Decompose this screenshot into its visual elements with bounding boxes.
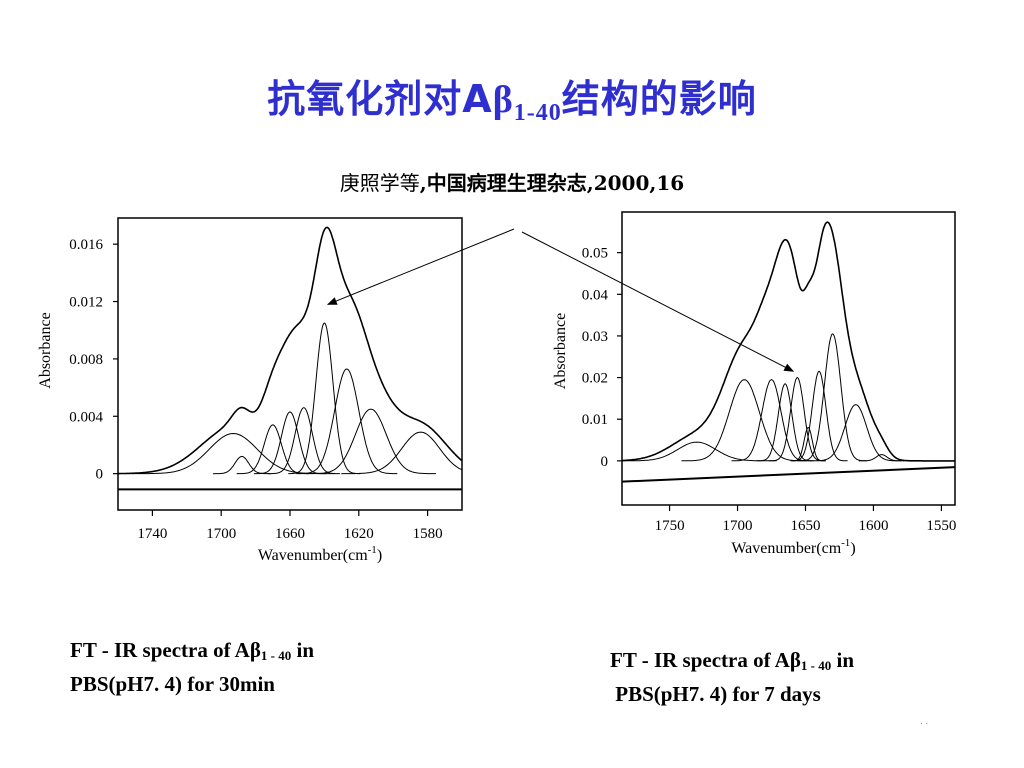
x-tick-label: 1600 — [858, 518, 888, 534]
caption-left-line2: PBS(pH7. 4) for 30min — [70, 672, 275, 696]
x-tick-label: 1580 — [413, 526, 443, 542]
annotation-arrow-1 — [326, 228, 515, 305]
slide-title: 抗氧化剂对Aβ1-40结构的影响 — [0, 68, 1024, 127]
citation: 庚照学等,中国病理生理杂志,2000,16 — [0, 167, 1024, 196]
caption-left: FT - IR spectra of Aβ1 - 40 in PBS(pH7. … — [70, 636, 314, 698]
x-tick-label: 1650 — [790, 518, 820, 534]
component-band-8 — [798, 333, 867, 462]
component-band-5 — [768, 377, 826, 462]
caption-right-beta: β — [789, 648, 801, 672]
y-tick-label: 0.05 — [582, 246, 608, 262]
title-suffix: 结构的影响 — [561, 77, 757, 121]
chart-2: 1750 1700 1650 1600 1550 0 0.01 0.02 0.03 0.04 0.0… — [521, 211, 956, 557]
title-beta: β — [492, 79, 514, 121]
component-band-6 — [791, 426, 826, 462]
y-tick-label: 0.04 — [582, 287, 609, 303]
caption-left-text-a: FT - IR spectra of A — [70, 638, 250, 662]
caption-left-beta: β — [249, 638, 261, 662]
chart-1: 1740 1700 1660 1620 1580 0 0.004 0.008 0.012 0.01… — [37, 217, 515, 564]
caption-right: FT - IR spectra of Aβ1 - 40 in PBS(pH7. … — [610, 646, 854, 708]
y-tick-label: 0.03 — [582, 329, 608, 345]
component-band-4 — [253, 411, 327, 475]
caption-left-subscript: 1 - 40 — [260, 648, 292, 663]
x-tick-label: 1700 — [206, 526, 236, 542]
component-band-7 — [790, 370, 848, 462]
x-axis-label: Wavenumber(cm-1) — [731, 537, 855, 557]
caption-right-text-a: FT - IR spectra of A — [610, 648, 790, 672]
y-tick-label: 0.02 — [582, 371, 608, 387]
component-band-8 — [305, 408, 436, 475]
component-band-4 — [756, 383, 814, 462]
x-axis-label-sup: -1 — [368, 544, 377, 556]
chart-frame — [621, 211, 956, 506]
baseline — [621, 466, 956, 483]
y-tick-label: 0.008 — [69, 352, 103, 368]
x-axis-label-sup: -1 — [841, 537, 850, 549]
page-mark: . . — [920, 716, 929, 727]
x-axis-label: Wavenumber(cm-1) — [258, 544, 382, 564]
component-band-10 — [858, 454, 905, 462]
caption-right-text-b: in — [831, 648, 855, 672]
component-band-6 — [288, 322, 361, 475]
component-band-3 — [731, 379, 812, 462]
citation-authors: 庚照学等 — [339, 171, 420, 195]
component-band-1 — [622, 441, 777, 462]
component-band-9 — [810, 404, 902, 462]
component-band-1 — [132, 432, 335, 475]
title-subscript: 1-40 — [513, 100, 562, 126]
component-band-9 — [341, 431, 463, 475]
y-tick-label: 0.012 — [69, 295, 103, 311]
component-band-5 — [267, 407, 340, 475]
x-axis-label-close: ) — [377, 547, 382, 564]
caption-right-line2: PBS(pH7. 4) for 7 days — [610, 682, 821, 706]
x-tick-label: 1620 — [344, 526, 374, 542]
component-band-7 — [296, 368, 398, 475]
title-prefix: 抗氧化剂对A — [267, 77, 493, 121]
envelope-spectrum — [622, 221, 955, 462]
x-axis-label-close: ) — [850, 540, 855, 557]
envelope-spectrum — [118, 226, 463, 475]
y-tick-label: 0.01 — [582, 412, 608, 428]
y-tick-label: 0.016 — [69, 237, 103, 253]
annotation-arrow-2 — [521, 231, 795, 372]
component-band-2 — [212, 455, 271, 475]
caption-right-subscript: 1 - 40 — [800, 658, 832, 673]
x-tick-label: 1740 — [137, 526, 167, 542]
citation-journal: ,中国病理生理杂志,2000,16 — [419, 171, 685, 195]
y-tick-label: 0 — [96, 467, 104, 483]
x-tick-label: 1750 — [655, 518, 685, 534]
caption-left-text-b: in — [291, 638, 315, 662]
x-tick-label: 1550 — [926, 518, 956, 534]
x-tick-label: 1660 — [275, 526, 305, 542]
y-tick-label: 0.004 — [69, 409, 103, 425]
component-band-2 — [681, 379, 808, 462]
x-tick-label: 1700 — [723, 518, 753, 534]
y-tick-label: 0 — [601, 454, 609, 470]
y-axis-label: Absorbance — [37, 312, 54, 388]
y-axis-label: Absorbance — [552, 313, 569, 389]
